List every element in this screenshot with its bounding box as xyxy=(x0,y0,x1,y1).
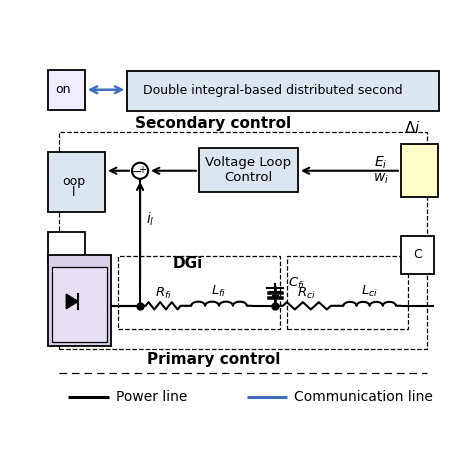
Text: $i_l$: $i_l$ xyxy=(146,210,155,228)
Bar xyxy=(199,148,298,192)
Text: $R_{ci}$: $R_{ci}$ xyxy=(297,286,316,301)
Text: $C_{fi}$: $C_{fi}$ xyxy=(288,276,305,292)
Text: oop: oop xyxy=(63,175,85,188)
Bar xyxy=(127,71,439,111)
Text: $L_{ci}$: $L_{ci}$ xyxy=(361,283,378,299)
Text: $E_i$: $E_i$ xyxy=(374,155,387,171)
Bar xyxy=(48,255,110,346)
Bar xyxy=(48,70,85,110)
Text: Double integral-based distributed second: Double integral-based distributed second xyxy=(143,84,402,97)
Text: $R_{fi}$: $R_{fi}$ xyxy=(155,286,172,301)
Bar xyxy=(287,256,408,329)
Bar xyxy=(48,232,85,263)
Bar xyxy=(118,256,280,329)
Text: l: l xyxy=(72,186,76,199)
Bar xyxy=(401,145,438,197)
Text: Power line: Power line xyxy=(116,390,188,404)
Polygon shape xyxy=(66,294,78,309)
Bar xyxy=(48,152,105,212)
Text: $+$: $+$ xyxy=(138,164,147,175)
Bar xyxy=(52,267,107,342)
Text: Primary control: Primary control xyxy=(147,352,280,367)
Text: Secondary control: Secondary control xyxy=(136,116,292,131)
Text: $\Delta i$: $\Delta i$ xyxy=(404,120,420,136)
Bar xyxy=(401,236,434,274)
Text: C: C xyxy=(413,248,422,261)
Text: DGi: DGi xyxy=(173,255,203,271)
Text: $-$: $-$ xyxy=(131,165,142,178)
Bar xyxy=(59,132,427,349)
Text: $L_{fi}$: $L_{fi}$ xyxy=(211,283,227,299)
Circle shape xyxy=(132,163,148,179)
Text: Communication line: Communication line xyxy=(294,390,433,404)
Text: Voltage Loop
Control: Voltage Loop Control xyxy=(205,156,292,184)
Text: $w_i$: $w_i$ xyxy=(373,172,389,186)
Text: on: on xyxy=(55,83,71,96)
